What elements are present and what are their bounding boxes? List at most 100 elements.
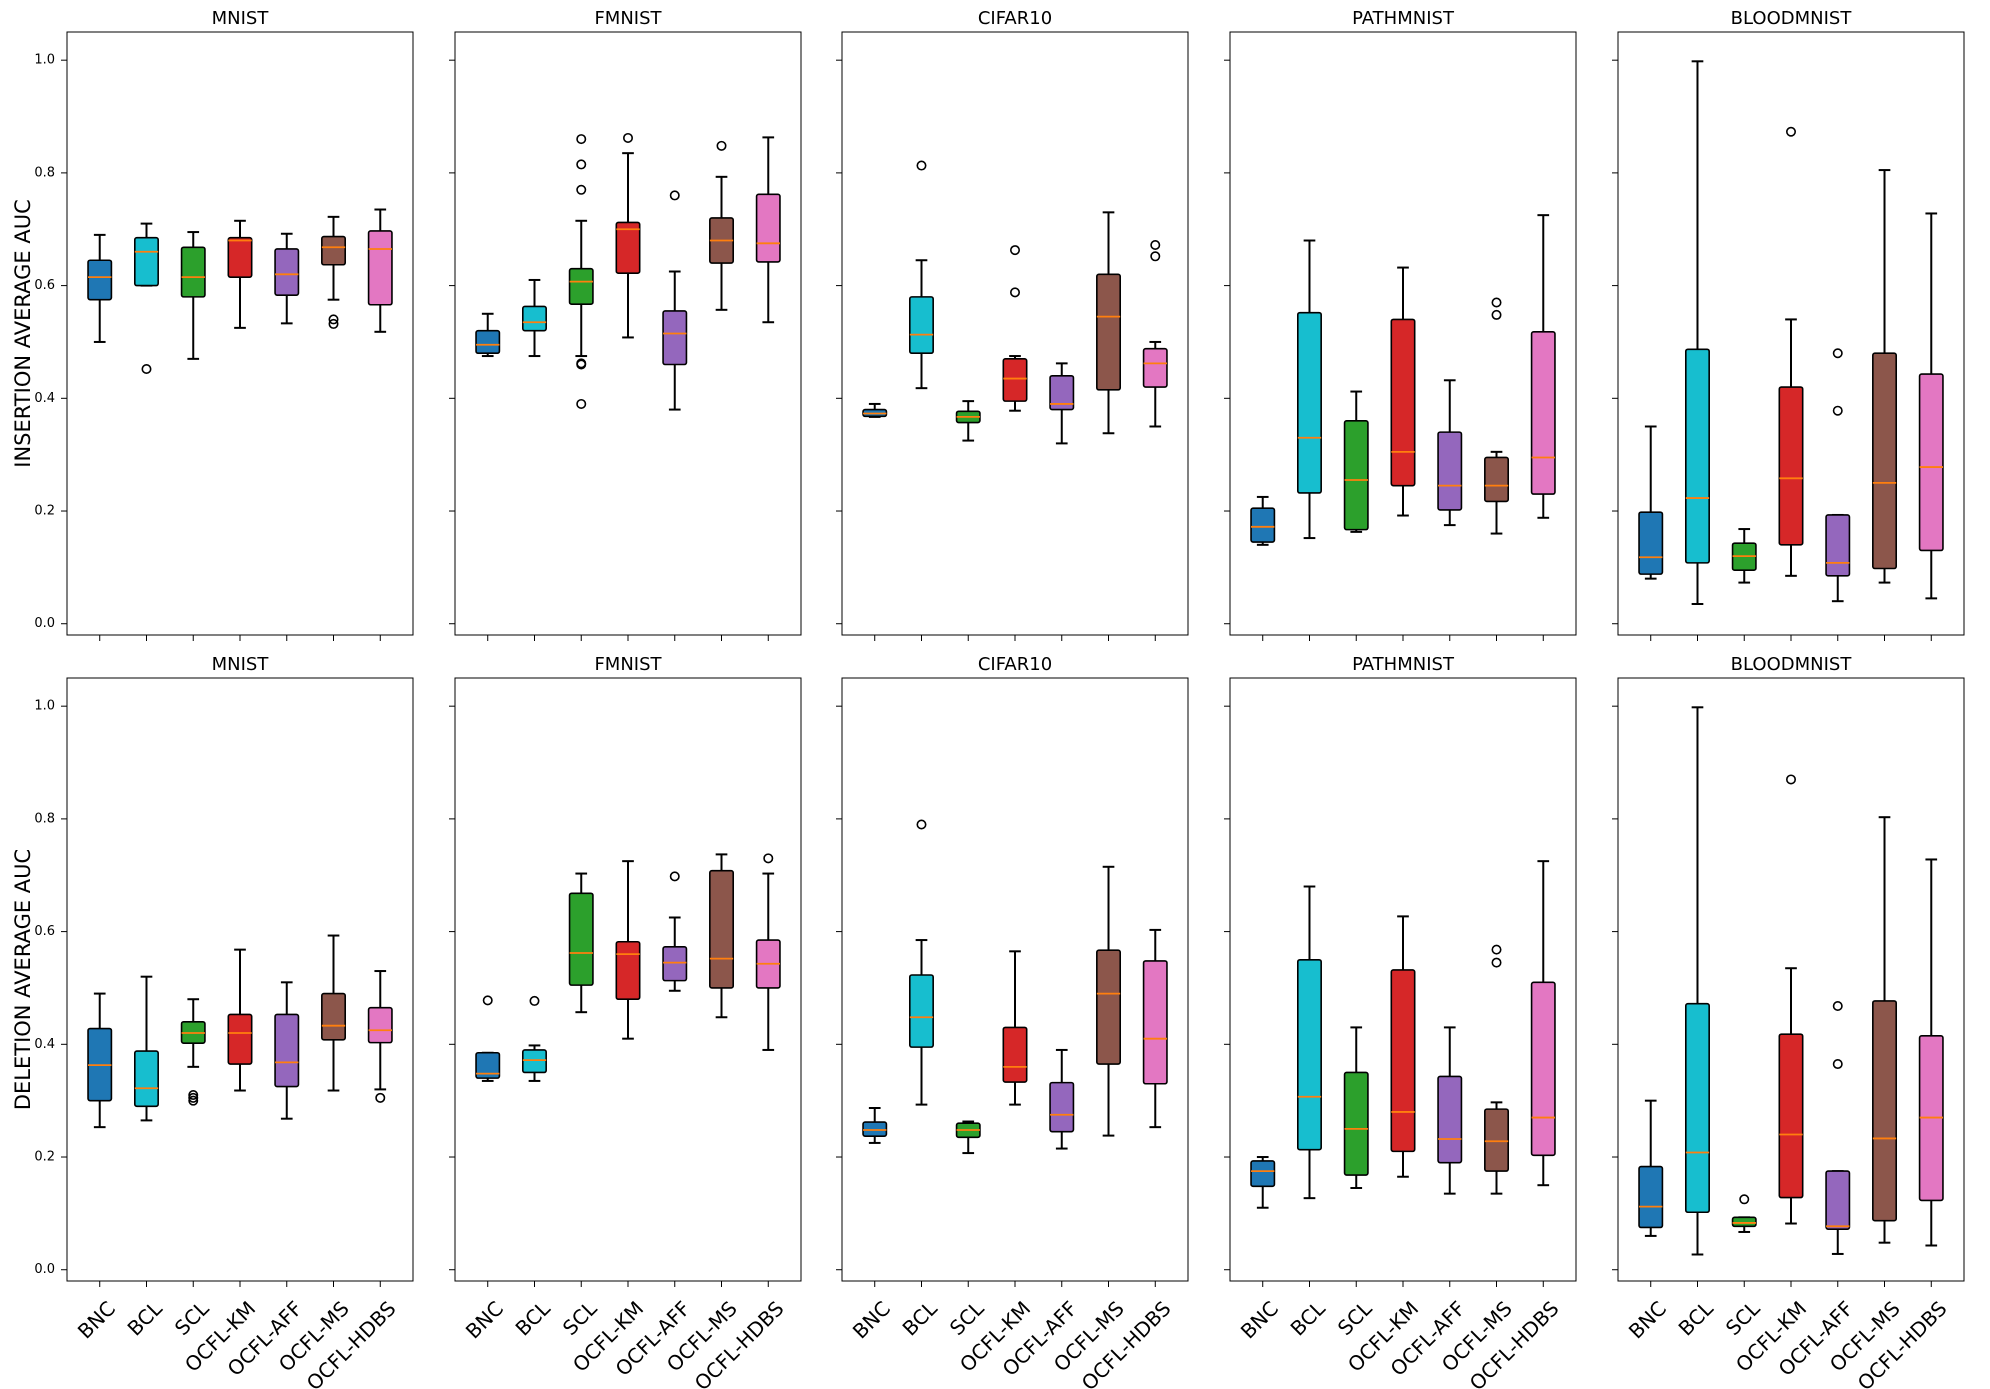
box-bcl [1684, 60, 1710, 606]
box-scl [180, 231, 206, 360]
panel-title: MNIST [212, 654, 270, 675]
box-ocfl-hdbs [1918, 212, 1944, 600]
box-iqr [227, 1013, 253, 1065]
box-iqr [1484, 456, 1510, 503]
box-ocfl-ms [321, 215, 347, 329]
box-bnc [87, 992, 113, 1129]
box-iqr [521, 1049, 547, 1074]
box-iqr [1096, 273, 1122, 391]
box-iqr [1296, 311, 1322, 494]
outlier-point [669, 190, 680, 201]
panel-0-3: PATHMNIST [1224, 8, 1577, 641]
y-tick-label: 0.6 [34, 924, 55, 939]
outlier-point [188, 1090, 199, 1101]
box-ocfl-hdbs [1142, 240, 1168, 428]
axes-frame [1229, 31, 1577, 636]
box-ocfl-ms [1096, 211, 1122, 435]
box-iqr [1250, 507, 1276, 543]
outlier-point [716, 140, 727, 151]
y-tick-label: 0.6 [34, 278, 55, 293]
box-iqr [1296, 958, 1322, 1151]
outlier-point [1150, 251, 1161, 262]
box-iqr [1437, 1075, 1463, 1164]
panel-title: MNIST [212, 8, 270, 29]
panel-title: PATHMNIST [1352, 654, 1455, 675]
box-iqr [1049, 374, 1075, 411]
box-iqr [1872, 352, 1898, 570]
box-bcl [1684, 706, 1710, 1256]
axes-frame [66, 31, 414, 636]
box-iqr [1530, 331, 1556, 495]
box-bcl [133, 222, 159, 375]
outlier-point [328, 318, 339, 329]
outlier-point [328, 314, 339, 325]
box-iqr [1002, 358, 1028, 402]
panel-title: BLOODMNIST [1731, 654, 1853, 675]
outlier-point [576, 398, 587, 409]
outlier-point [1832, 348, 1843, 359]
box-iqr [274, 1013, 300, 1088]
y-tick-label: 1.0 [34, 53, 55, 68]
y-tick-label: 1.0 [34, 699, 55, 714]
box-scl [568, 134, 594, 409]
box-ocfl-aff [662, 190, 688, 411]
box-iqr [1142, 347, 1168, 388]
box-bnc [1638, 1099, 1664, 1237]
box-scl [180, 998, 206, 1106]
box-ocfl-hdbs [1142, 928, 1168, 1129]
box-ocfl-hdbs [1530, 214, 1556, 519]
axes-frame [1617, 677, 1965, 1282]
outlier-point [482, 995, 493, 1006]
box-iqr [1684, 348, 1710, 564]
box-iqr [662, 946, 688, 982]
box-bnc [1250, 495, 1276, 546]
box-iqr [1437, 431, 1463, 511]
box-ocfl-ms [709, 853, 735, 1019]
box-ocfl-ms [1484, 944, 1510, 1195]
box-ocfl-km [1002, 950, 1028, 1106]
outlier-point [576, 134, 587, 145]
axes-frame [841, 677, 1189, 1282]
box-ocfl-hdbs [367, 208, 393, 333]
outlier-point [916, 160, 927, 171]
box-ocfl-ms [1872, 169, 1898, 584]
box-iqr [367, 230, 393, 306]
box-iqr [475, 1051, 501, 1079]
panel-0-1: FMNIST [449, 8, 802, 641]
box-iqr [1250, 1160, 1276, 1188]
box-iqr [475, 329, 501, 355]
box-ocfl-hdbs [1918, 858, 1944, 1247]
box-ocfl-aff [274, 981, 300, 1120]
box-ocfl-aff [1049, 362, 1075, 445]
outlier-point [1009, 287, 1020, 298]
box-bnc [475, 312, 501, 358]
box-scl [1731, 1194, 1757, 1233]
outlier-point [141, 364, 152, 375]
box-iqr [1825, 1170, 1851, 1230]
box-iqr [662, 310, 688, 366]
outlier-point [375, 1092, 386, 1103]
panel-title: PATHMNIST [1352, 8, 1455, 29]
box-iqr [908, 296, 934, 355]
outlier-point [1832, 1059, 1843, 1070]
box-ocfl-km [1390, 266, 1416, 517]
outlier-point [916, 819, 927, 830]
box-bnc [475, 995, 501, 1082]
y-tick-label: 0.8 [34, 165, 55, 180]
box-iqr [1825, 514, 1851, 577]
box-ocfl-hdbs [755, 136, 781, 324]
outlier-point [1786, 126, 1797, 137]
y-tick-label: 0.2 [34, 1150, 55, 1165]
panel-0-0: MNIST 0.0 0.2 0.4 0.6 0.8 1.0 [34, 8, 414, 641]
box-ocfl-hdbs [1530, 860, 1556, 1187]
panel-0-2: CIFAR10 [836, 8, 1189, 641]
box-bnc [1638, 425, 1664, 580]
y-tick-label: 0.8 [34, 811, 55, 826]
box-ocfl-ms [1872, 816, 1898, 1244]
box-bcl [133, 975, 159, 1122]
box-bcl [1296, 239, 1322, 540]
outlier-point [1491, 297, 1502, 308]
panel-title: FMNIST [594, 8, 662, 29]
box-ocfl-aff [1437, 1026, 1463, 1195]
